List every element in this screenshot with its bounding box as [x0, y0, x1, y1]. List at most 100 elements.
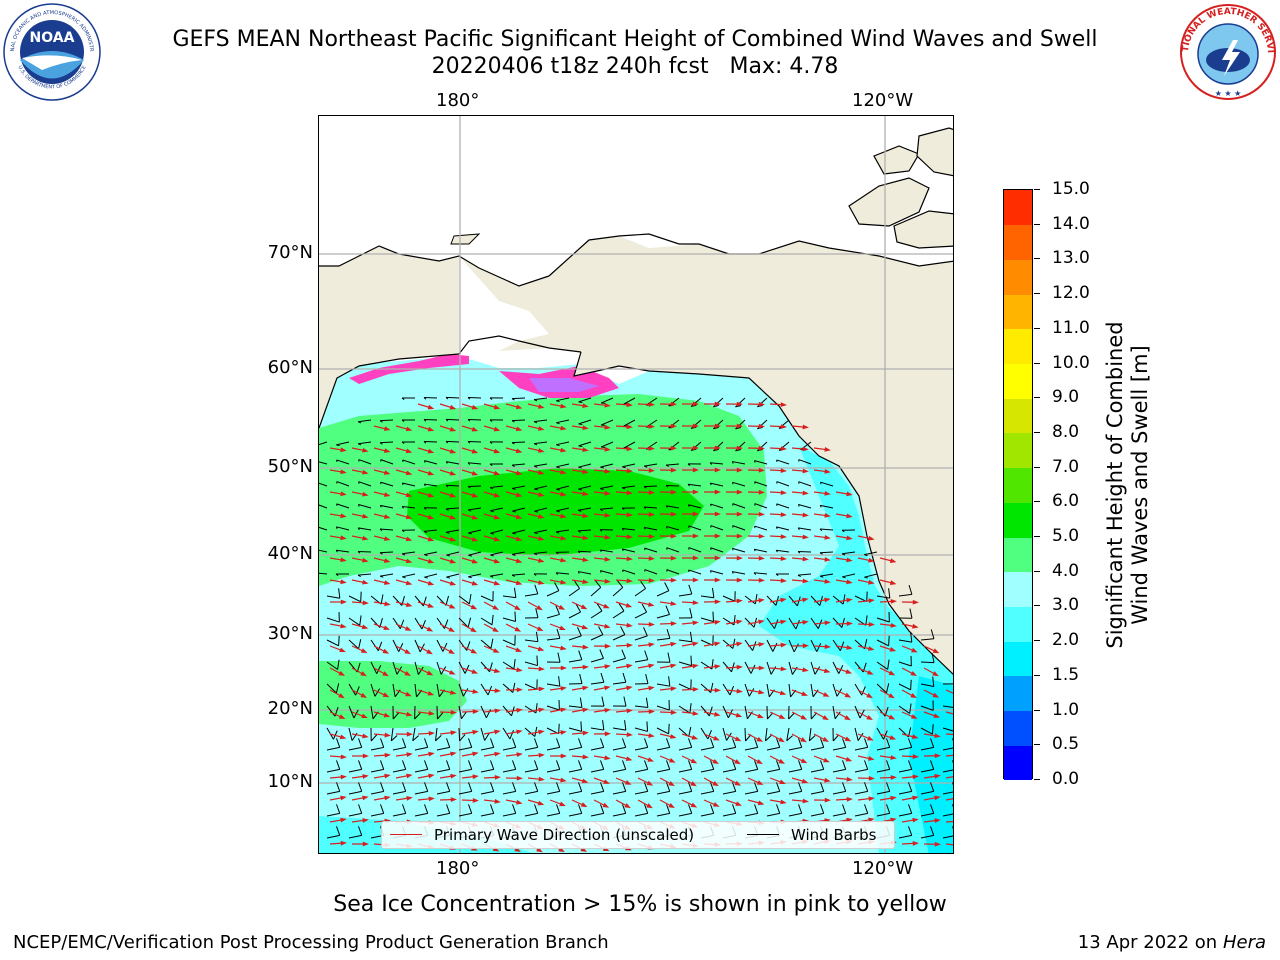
lat-label-60n: 60°N: [267, 357, 313, 378]
wave-direction-arrow: [747, 733, 764, 742]
wave-direction-arrow: [505, 667, 523, 673]
wave-direction-arrow: [681, 577, 699, 583]
wind-barb: [511, 419, 526, 423]
wave-direction-arrow: [549, 579, 567, 585]
wind-barb: [876, 738, 891, 751]
wind-barb: [326, 635, 340, 647]
wind-barb: [578, 397, 592, 404]
wind-barb: [555, 529, 570, 534]
wave-direction-arrow: [439, 689, 457, 695]
wind-barb: [678, 703, 692, 714]
wind-barb: [622, 569, 636, 575]
wind-barb: [832, 782, 847, 795]
wind-barb: [370, 639, 383, 652]
wind-barb: [480, 760, 495, 773]
wind-barb: [612, 760, 627, 773]
wind-barb: [744, 782, 759, 795]
wind-barb: [357, 573, 372, 577]
colorbar-tick-mark: [1034, 744, 1040, 746]
wind-barb: [678, 655, 692, 667]
wave-direction-arrow: [637, 556, 655, 561]
wind-barb: [392, 738, 407, 751]
lat-label-40n: 40°N: [267, 543, 313, 564]
wind-barb: [335, 549, 350, 553]
wave-direction-arrow: [593, 424, 611, 430]
wave-direction-arrow: [571, 491, 589, 497]
wind-barb: [568, 603, 582, 619]
wind-barb: [810, 804, 825, 817]
wave-direction-arrow: [351, 753, 369, 759]
colorbar-tick-label: 12.0: [1052, 283, 1090, 304]
wave-direction-arrow: [505, 491, 523, 498]
wave-direction-arrow: [615, 685, 633, 691]
wave-direction-arrow: [351, 469, 369, 475]
wind-barb: [600, 485, 614, 491]
wave-direction-arrow: [615, 622, 633, 628]
wind-barb: [590, 649, 604, 663]
wind-barb: [511, 573, 526, 577]
wave-direction-arrow: [637, 685, 655, 691]
wind-barb: [766, 738, 781, 751]
wave-direction-arrow: [703, 401, 721, 407]
wave-direction-arrow: [703, 467, 721, 473]
colorbar-tick-label: 3.0: [1052, 595, 1080, 616]
wave-direction-arrow: [659, 511, 677, 517]
wave-direction-arrow: [593, 755, 611, 761]
wave-direction-arrow: [593, 468, 611, 474]
wave-direction-arrow: [549, 686, 567, 691]
wind-barb: [842, 573, 856, 579]
wind-barb: [898, 656, 912, 667]
wind-barb: [709, 482, 724, 487]
footer-credit: NCEP/EMC/Verification Post Processing Pr…: [13, 932, 609, 953]
wind-barb: [832, 760, 847, 773]
wind-barb: [533, 397, 548, 402]
wave-direction-arrow: [725, 733, 742, 742]
wind-barb: [600, 397, 614, 404]
wind-barb: [819, 504, 834, 509]
wave-direction-arrow: [703, 533, 721, 539]
wind-barb: [832, 727, 840, 742]
wind-barb: [876, 804, 891, 817]
wave-direction-arrow: [615, 601, 633, 608]
wind-barb: [688, 547, 702, 553]
wind-barb: [832, 639, 845, 651]
wave-direction-arrow: [681, 710, 699, 716]
map-legend: Primary Wave Direction (unscaled) Wind B…: [381, 821, 895, 849]
wave-direction-arrow: [769, 534, 787, 539]
wind-barb: [467, 396, 482, 400]
wave-direction-arrow: [439, 513, 457, 520]
wind-barb: [392, 639, 404, 652]
wind-barb: [370, 782, 385, 795]
wind-barb: [534, 485, 548, 491]
wind-barb: [512, 529, 526, 535]
wind-barb: [678, 760, 693, 773]
wave-direction-arrow: [659, 401, 677, 407]
wind-barb: [480, 614, 494, 626]
wave-direction-arrow: [923, 645, 940, 654]
wind-barb: [348, 738, 363, 751]
wave-direction-arrow: [505, 707, 523, 713]
wind-barb: [458, 760, 473, 773]
wave-direction-arrow: [725, 598, 743, 604]
wave-direction-arrow: [857, 645, 875, 651]
wave-direction-arrow: [791, 689, 808, 696]
wind-barb: [634, 580, 647, 597]
wave-direction-arrow: [417, 491, 435, 498]
wind-barb: [876, 782, 891, 795]
wind-barb: [412, 727, 419, 742]
wave-direction-arrow: [593, 643, 611, 649]
wind-barb: [423, 397, 438, 400]
wave-direction-arrow: [879, 755, 897, 760]
wind-barb: [326, 612, 340, 623]
colorbar-tick-mark: [1034, 466, 1040, 468]
wind-barb: [776, 459, 790, 465]
wind-barb: [666, 547, 680, 553]
wave-direction-arrow: [505, 447, 523, 454]
wave-direction-arrow: [659, 423, 677, 429]
wind-barb: [577, 571, 592, 575]
wind-barb: [401, 482, 416, 487]
colorbar-segment: [1004, 745, 1032, 781]
wave-direction-arrow: [329, 535, 347, 541]
wind-barb: [819, 551, 834, 555]
colorbar-tick-label: 0.0: [1052, 769, 1080, 789]
